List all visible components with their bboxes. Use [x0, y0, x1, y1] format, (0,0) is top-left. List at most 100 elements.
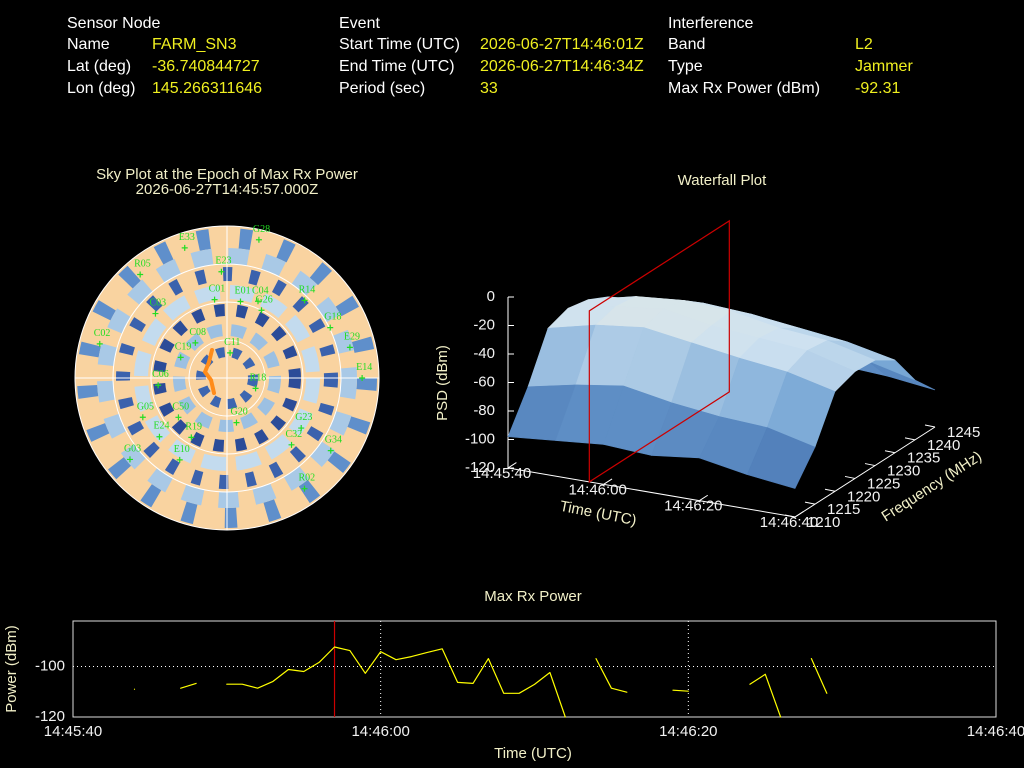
section-title: Interference — [668, 15, 753, 32]
satellite-label: C50 — [172, 401, 189, 412]
satellite-label: C01 — [209, 284, 226, 295]
chart-subtitle: 2026-06-27T14:45:57.000Z — [136, 181, 319, 198]
satellite-label: C08 — [189, 327, 206, 338]
field-label: Max Rx Power (dBm) — [668, 80, 820, 97]
field-label: Band — [668, 36, 705, 53]
satellite-marker — [211, 296, 218, 303]
satellite-label: E10 — [174, 444, 190, 455]
field-label: Period (sec) — [339, 80, 425, 97]
chart-title: Sky Plot at the Epoch of Max Rx Power — [96, 166, 358, 183]
satellite-marker — [192, 339, 199, 346]
field-value: 2026-06-27T14:46:01Z — [480, 36, 644, 53]
satellite-marker — [301, 485, 308, 492]
z-tick-label: -60 — [473, 373, 495, 390]
field-value: 2026-06-27T14:46:34Z — [480, 58, 644, 75]
chart-title: Max Rx Power — [484, 588, 582, 605]
satellite-label: C04 — [252, 285, 269, 296]
satellite-marker — [218, 268, 225, 275]
satellite-marker — [126, 456, 133, 463]
satellite-marker — [346, 344, 353, 351]
satellite-label: G34 — [325, 435, 342, 446]
y-tick-label: 1235 — [907, 450, 940, 467]
y-axis-label: Power (dBm) — [3, 625, 20, 713]
y-tick-label: 1220 — [847, 488, 880, 505]
satellite-label: E24 — [153, 421, 169, 432]
y-tick-label: 1210 — [807, 514, 840, 531]
y-tick — [884, 450, 896, 454]
satellite-label: E14 — [356, 362, 372, 373]
field-value: -92.31 — [855, 80, 900, 97]
field-label: Lon (deg) — [67, 80, 136, 97]
satellite-marker — [359, 375, 366, 381]
field-value: L2 — [855, 36, 873, 53]
z-tick-label: -100 — [465, 430, 495, 447]
satellite-marker — [176, 456, 183, 463]
y-tick-label: 1245 — [947, 424, 980, 441]
satellite-marker — [156, 433, 163, 440]
field-value: 33 — [480, 80, 498, 97]
x-tick-label: 14:46:00 — [568, 481, 626, 498]
surface-cell — [746, 427, 816, 489]
sky-plot: Sky Plot at the Epoch of Max Rx Power202… — [94, 166, 372, 492]
field-label: End Time (UTC) — [339, 58, 455, 75]
x-tick-label: 14:46:40 — [967, 723, 1024, 740]
z-axis-label: PSD (dBm) — [434, 345, 451, 421]
satellite-label: E23 — [215, 256, 231, 267]
satellite-marker — [301, 297, 308, 304]
field-label: Start Time (UTC) — [339, 36, 460, 53]
satellite-marker — [255, 236, 262, 243]
x-tick — [507, 462, 517, 469]
satellite-label: R02 — [298, 473, 315, 484]
epoch-plane — [588, 219, 730, 483]
y-tick-label: 1215 — [827, 501, 860, 518]
sky-plot-background — [74, 225, 380, 531]
y-tick-label: -100 — [35, 657, 65, 674]
satellite-label: C03 — [149, 298, 166, 309]
x-tick-label: 14:46:20 — [664, 498, 722, 515]
satellite-label: R05 — [134, 258, 151, 269]
satellite-label: G18 — [324, 312, 341, 323]
power-line — [133, 646, 828, 718]
section-title: Event — [339, 15, 380, 32]
field-value: Jammer — [855, 58, 913, 75]
y-tick — [904, 437, 916, 441]
satellite-marker — [155, 382, 162, 389]
satellite-label: C11 — [224, 337, 240, 348]
satellite-marker — [288, 441, 295, 448]
satellite-label: R19 — [185, 421, 202, 432]
satellite-marker — [258, 307, 265, 314]
satellite-marker — [327, 447, 334, 454]
z-tick-label: -120 — [465, 459, 495, 476]
x-tick-label: 14:46:40 — [760, 514, 818, 531]
elevation-rings — [74, 225, 380, 531]
satellite-label: C06 — [152, 369, 169, 380]
satellite-marker — [139, 414, 146, 421]
field-value: 145.266311646 — [152, 80, 262, 97]
x-tick-label: 14:45:40 — [473, 465, 531, 482]
satellite-marker — [237, 298, 244, 305]
field-label: Type — [668, 58, 703, 75]
satellite-marker — [152, 310, 159, 317]
y-tick — [784, 514, 796, 518]
y-tick-label: 1225 — [867, 475, 900, 492]
y-tick — [804, 501, 816, 505]
plot-frame — [72, 620, 997, 718]
x-tick — [794, 511, 804, 518]
x-tick — [603, 478, 613, 485]
satellite-marker — [227, 349, 234, 356]
satellite-marker — [298, 425, 305, 432]
info-header: Sensor Node Name FARM_SN3 Lat (deg) -36.7408… — [67, 15, 913, 97]
satellite-label: E33 — [179, 232, 195, 243]
satellite-label: R18 — [250, 372, 267, 383]
satellite-label: E29 — [344, 331, 360, 342]
satellite-marker — [252, 385, 259, 392]
satellite-marker — [233, 419, 240, 426]
satellite-marker — [181, 244, 188, 251]
satellite-marker — [188, 434, 195, 441]
power-plot: Max Rx Power 14:45:40 14:46:00 14:46:20 14:4… — [3, 588, 1024, 762]
z-tick-label: 0 — [487, 288, 495, 305]
satellite-label: R14 — [299, 284, 316, 295]
satellite-label: G05 — [137, 401, 154, 412]
